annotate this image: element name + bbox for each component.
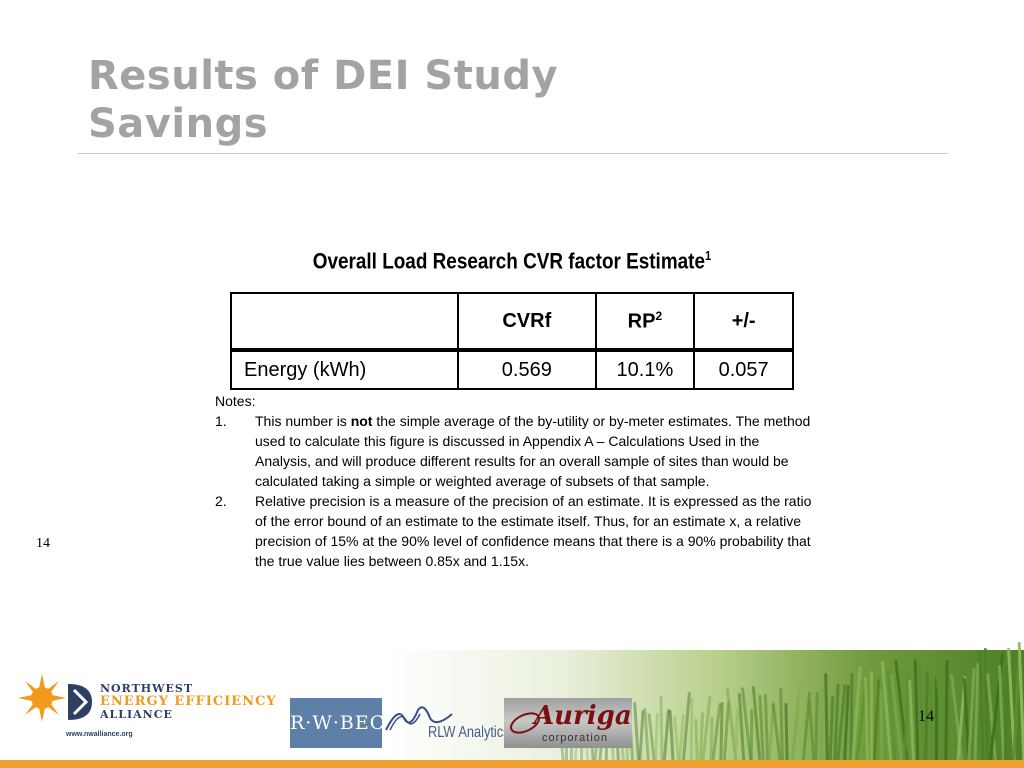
neea-line1: NORTHWEST: [100, 682, 194, 695]
grass-blade: [689, 697, 694, 761]
grass-blade: [870, 671, 873, 760]
auriga-swoosh-icon: [509, 712, 541, 734]
notes-heading: Notes:: [215, 393, 256, 409]
page-number-left: 14: [36, 536, 50, 551]
slide-title: Results of DEI Study Savings: [88, 52, 558, 148]
rlw-analytics-logo: RLW Analytics: [384, 702, 510, 748]
neea-line2: ENERGY EFFICIENCY: [100, 694, 277, 709]
title-divider: [78, 153, 948, 154]
neea-wordmark: NORTHWEST ENERGY EFFICIENCY ALLIANCE: [100, 682, 277, 721]
table-caption-footnote: 1: [704, 248, 712, 263]
notes-section: Notes: 1. This number is not the simple …: [215, 391, 815, 571]
note-text: the simple average of the by-utility or …: [255, 413, 811, 489]
slide-title-line1: Results of DEI Study: [88, 53, 559, 99]
grass-blade: [944, 659, 949, 761]
table-header-row: CVRf RP2 +/-: [229, 292, 794, 352]
rwbeck-logo: R·W·BECK: [290, 698, 399, 748]
note-number: 1.: [215, 413, 227, 429]
note-item-2: 2. Relative precision is a measure of th…: [215, 491, 815, 571]
rlw-swoosh-icon: [385, 706, 453, 731]
footer-orange-bar: [0, 760, 1024, 768]
grass-blade: [654, 712, 659, 761]
note-number: 2.: [215, 493, 227, 509]
neea-sun-logo: [18, 674, 66, 722]
grass-blade: [779, 687, 784, 761]
grass-blade: [694, 718, 699, 761]
note-emphasis: not: [350, 413, 373, 429]
table-row: Energy (kWh) 0.569 10.1% 0.057: [229, 349, 794, 390]
note-text: Relative precision is a measure of the p…: [255, 493, 812, 569]
header-blank: [229, 292, 460, 352]
cell-rp: 10.1%: [594, 349, 696, 390]
auriga-subtext: corporation: [542, 732, 609, 744]
grass-blade: [863, 676, 870, 761]
header-rp: RP2: [594, 292, 696, 352]
cell-cvrf: 0.569: [457, 349, 597, 390]
auriga-text: Auriga: [534, 701, 632, 731]
note-text: This number is: [255, 413, 351, 429]
header-cvrf: CVRf: [457, 292, 597, 352]
grass-blade: [879, 689, 884, 761]
slide-title-line2: Savings: [88, 101, 269, 147]
grass-blade: [784, 702, 789, 761]
note-item-1: 1. This number is not the simple average…: [215, 411, 815, 491]
neea-url: www.nwalliance.org: [66, 731, 133, 738]
grass-blade: [824, 672, 829, 761]
auriga-logo: Auriga corporation: [504, 698, 632, 748]
grass-blade: [749, 708, 754, 761]
grass-blade: [819, 687, 824, 761]
header-rp-footnote: 2: [655, 308, 663, 323]
table-caption-text: Overall Load Research CVR factor Estimat…: [312, 248, 705, 274]
rlw-analytics-text: RLW Analytics: [428, 724, 510, 741]
cvr-estimate-table: CVRf RP2 +/- Energy (kWh) 0.569 10.1% 0.…: [229, 292, 794, 390]
page-number-right: 14: [918, 708, 934, 725]
grass-blade: [1017, 641, 1024, 761]
grass-blade: [814, 691, 819, 761]
table-caption: Overall Load Research CVR factor Estimat…: [269, 248, 754, 274]
cell-plus-minus: 0.057: [693, 349, 794, 390]
row-label: Energy (kWh): [229, 349, 460, 390]
neea-leaf-icon: [68, 684, 92, 720]
header-plus-minus: +/-: [693, 292, 794, 352]
footer-banner: NORTHWEST ENERGY EFFICIENCY ALLIANCE www…: [0, 641, 1024, 768]
neea-line3: ALLIANCE: [100, 708, 173, 721]
header-rp-text: RP: [627, 310, 656, 333]
